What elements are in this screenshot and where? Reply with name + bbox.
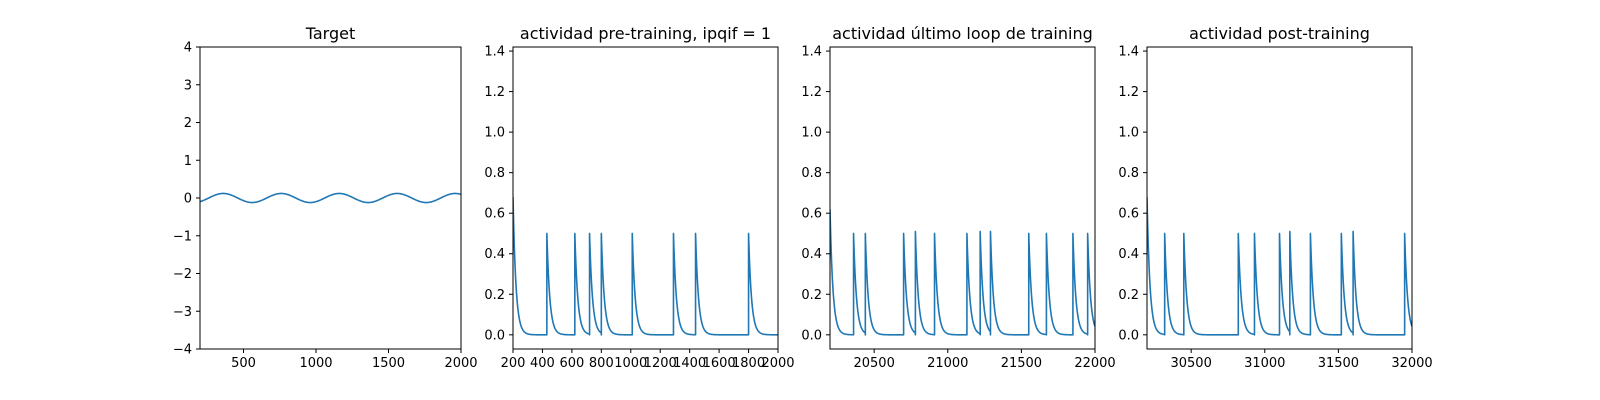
y-tick-label: 2 bbox=[184, 116, 192, 131]
y-tick-label: 1.2 bbox=[801, 85, 822, 100]
axes-frame bbox=[512, 46, 779, 350]
y-tick-label: 0 bbox=[184, 192, 192, 207]
x-tick-label: 500 bbox=[231, 356, 256, 371]
series-line bbox=[513, 196, 778, 336]
x-tick-label: 21000 bbox=[927, 356, 968, 371]
subplot-title: actividad post-training bbox=[1189, 24, 1370, 43]
subplot-title: actividad último loop de training bbox=[832, 24, 1093, 43]
x-tick-label: 1600 bbox=[703, 356, 736, 371]
y-tick-label: 1.4 bbox=[801, 45, 822, 60]
y-tick-label: 1.0 bbox=[1118, 126, 1139, 141]
y-tick-label: −3 bbox=[173, 305, 192, 320]
x-tick-label: 1800 bbox=[732, 356, 765, 371]
x-tick-label: 800 bbox=[589, 356, 614, 371]
x-tick-label: 200 bbox=[501, 356, 526, 371]
x-tick-label: 31500 bbox=[1318, 356, 1359, 371]
x-tick-label: 1000 bbox=[299, 356, 332, 371]
axes-frame bbox=[829, 46, 1096, 350]
series-line bbox=[200, 192, 461, 204]
y-tick-label: 3 bbox=[184, 78, 192, 93]
y-tick-label: 0.2 bbox=[1118, 288, 1139, 303]
y-tick-label: 0.4 bbox=[801, 247, 822, 262]
x-tick-label: 1200 bbox=[644, 356, 677, 371]
y-tick-label: 1.4 bbox=[1118, 45, 1139, 60]
y-tick-label: 0.2 bbox=[484, 288, 505, 303]
subplot-pre-training: actividad pre-training, ipqif = 1 200 400… bbox=[484, 24, 794, 371]
y-tick-label: 0.0 bbox=[1118, 328, 1139, 343]
series-line bbox=[830, 209, 1095, 336]
y-tick-label: 0.0 bbox=[484, 328, 505, 343]
y-tick-label: 1.2 bbox=[1118, 85, 1139, 100]
x-tick-label: 1000 bbox=[614, 356, 647, 371]
x-tick-label: 2000 bbox=[444, 356, 477, 371]
x-tick-label: 1400 bbox=[673, 356, 706, 371]
subplot-target: Target 500 1000 1500 2000 −4 −3 −2 −1 0 1 2 3 4 bbox=[173, 24, 478, 371]
x-tick-label: 1500 bbox=[372, 356, 405, 371]
subplot-title: Target bbox=[305, 24, 356, 43]
y-tick-label: 0.6 bbox=[801, 207, 822, 222]
x-tick-label: 20500 bbox=[853, 356, 894, 371]
y-tick-label: 0.0 bbox=[801, 328, 822, 343]
y-tick-label: −4 bbox=[173, 343, 192, 358]
y-tick-label: 0.4 bbox=[484, 247, 505, 262]
y-tick-label: 4 bbox=[184, 41, 192, 56]
y-tick-label: −2 bbox=[173, 267, 192, 282]
x-tick-label: 2000 bbox=[761, 356, 794, 371]
subplot-title: actividad pre-training, ipqif = 1 bbox=[520, 24, 771, 43]
subplot-last-training-loop: actividad último loop de training 20500 2… bbox=[801, 24, 1115, 371]
y-tick-label: 1.4 bbox=[484, 45, 505, 60]
axes-frame bbox=[1146, 46, 1413, 350]
y-tick-label: 0.2 bbox=[801, 288, 822, 303]
y-tick-label: −1 bbox=[173, 229, 192, 244]
y-tick-label: 1.0 bbox=[801, 126, 822, 141]
subplot-post-training: actividad post-training 30500 31000 31500 3… bbox=[1118, 24, 1432, 371]
y-tick-label: 1.2 bbox=[484, 85, 505, 100]
x-tick-label: 600 bbox=[559, 356, 584, 371]
x-tick-label: 22000 bbox=[1074, 356, 1115, 371]
y-tick-label: 1 bbox=[184, 154, 192, 169]
x-tick-label: 32000 bbox=[1391, 356, 1432, 371]
x-tick-label: 31000 bbox=[1244, 356, 1285, 371]
x-tick-label: 30500 bbox=[1170, 356, 1211, 371]
series-line bbox=[1147, 196, 1412, 336]
y-tick-label: 0.6 bbox=[1118, 207, 1139, 222]
y-tick-label: 0.4 bbox=[1118, 247, 1139, 262]
x-tick-label: 21500 bbox=[1001, 356, 1042, 371]
y-tick-label: 0.8 bbox=[801, 166, 822, 181]
y-tick-label: 0.8 bbox=[484, 166, 505, 181]
x-tick-label: 400 bbox=[530, 356, 555, 371]
y-tick-label: 0.8 bbox=[1118, 166, 1139, 181]
y-tick-label: 1.0 bbox=[484, 126, 505, 141]
y-tick-label: 0.6 bbox=[484, 207, 505, 222]
